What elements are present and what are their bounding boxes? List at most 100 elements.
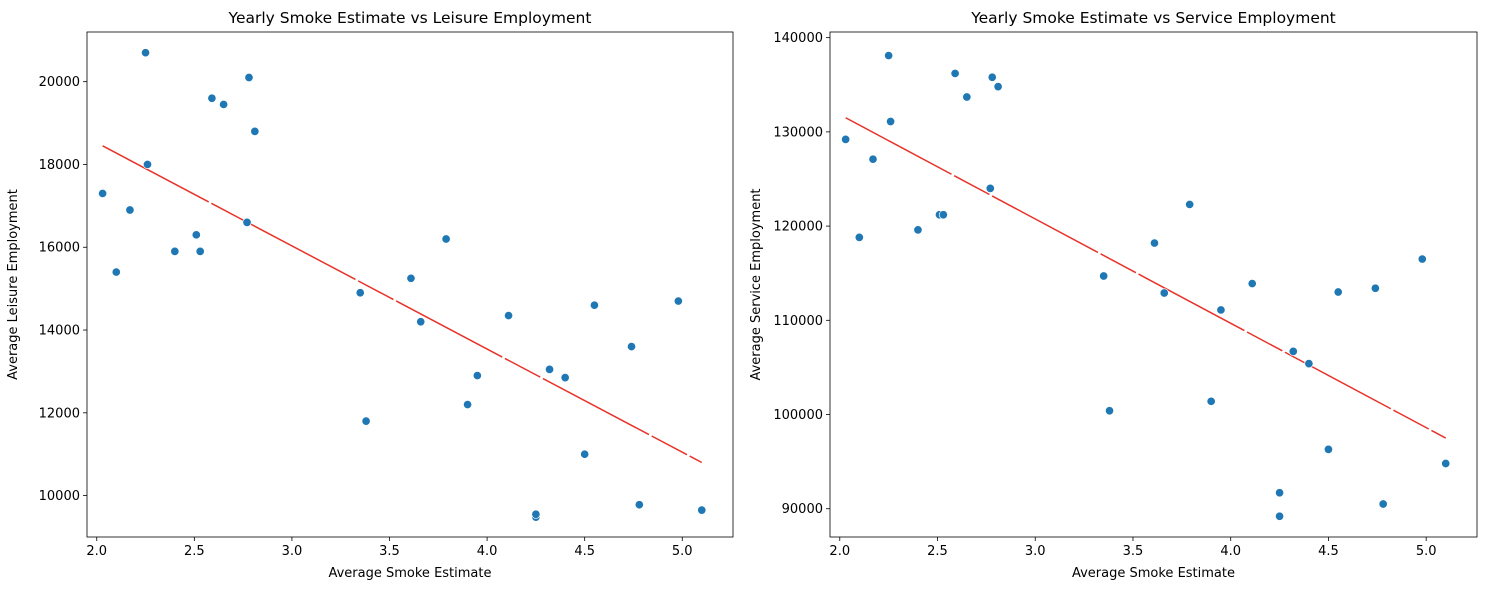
data-point (1104, 406, 1115, 416)
plot-frame (86, 31, 734, 538)
data-point (1333, 287, 1343, 297)
data-point (463, 399, 473, 410)
data-point (1323, 444, 1333, 454)
y-axis-label: Average Service Employment (749, 188, 764, 380)
x-axis-label: Average Smoke Estimate (328, 566, 491, 581)
data-point (1288, 346, 1298, 356)
data-point (544, 364, 555, 374)
data-point (673, 296, 683, 306)
data-point (207, 93, 217, 103)
y-tick-label: 110000 (773, 314, 823, 329)
y-tick-label: 20000 (39, 75, 80, 90)
data-point (697, 505, 707, 515)
data-point (886, 116, 896, 127)
data-point (1275, 511, 1285, 521)
data-point (1185, 199, 1195, 209)
leisure-chart-panel: 2.0 2.5 3.0 3.5 4.0 4.5 5.0 10000 12000 14000 1600… (6, 9, 734, 581)
x-tick-label: 4.0 (477, 544, 498, 559)
y-tick-label: 18000 (39, 158, 80, 173)
service-chart-panel: 2.0 2.5 3.0 3.5 4.0 4.5 5.0 90000 100000 110000 12… (749, 9, 1478, 581)
data-point (242, 217, 252, 227)
x-tick-label: 4.0 (1220, 544, 1241, 559)
y-tick-label: 16000 (39, 241, 80, 256)
data-point (993, 82, 1003, 92)
y-tick-label: 100000 (773, 408, 823, 423)
x-tick-label: 3.0 (282, 544, 303, 559)
data-point (98, 188, 108, 198)
x-tick-label: 4.5 (1318, 544, 1339, 559)
data-point (1275, 488, 1285, 498)
data-point (472, 371, 482, 381)
data-point (854, 232, 864, 242)
data-point (244, 72, 254, 83)
data-point (1206, 396, 1216, 406)
y-tick-label: 120000 (773, 220, 823, 235)
x-tick-label: 5.0 (1416, 544, 1437, 559)
x-tick-label: 3.5 (1123, 544, 1144, 559)
y-tick-label: 130000 (773, 125, 823, 140)
data-point (962, 92, 972, 102)
trend-line (102, 145, 703, 464)
data-point (1159, 288, 1169, 298)
data-point (195, 246, 205, 256)
data-point (125, 205, 135, 215)
data-point (1370, 283, 1380, 293)
x-axis-label: Average Smoke Estimate (1072, 566, 1235, 581)
x-tick-label: 3.0 (1025, 544, 1046, 559)
data-point (1304, 359, 1314, 369)
data-point (580, 449, 590, 459)
data-point (111, 267, 121, 277)
x-tick-label: 2.5 (927, 544, 948, 559)
data-point (913, 225, 923, 235)
data-point (1247, 279, 1257, 289)
data-point (361, 416, 371, 426)
data-point (841, 134, 851, 144)
x-tick-label: 4.5 (574, 544, 595, 559)
data-point (560, 373, 570, 383)
data-point (589, 300, 599, 310)
y-tick-label: 140000 (773, 31, 823, 46)
data-point (1149, 238, 1160, 248)
y-tick-label: 14000 (39, 324, 80, 339)
data-point (626, 342, 637, 352)
data-point (504, 310, 514, 321)
data-point (938, 210, 948, 220)
data-point (191, 230, 201, 240)
data-point (355, 288, 365, 298)
trend-line (845, 117, 1447, 439)
data-point (416, 317, 426, 327)
x-tick-label: 2.0 (86, 544, 107, 559)
data-point (142, 159, 153, 170)
y-tick-label: 10000 (39, 489, 80, 504)
x-tick-label: 5.0 (672, 544, 693, 559)
data-point (406, 273, 416, 283)
data-point (987, 72, 997, 82)
data-point (1417, 254, 1427, 264)
data-point (531, 509, 541, 519)
data-point (884, 51, 894, 61)
data-point (170, 246, 180, 256)
data-point (441, 234, 451, 244)
data-point (250, 126, 260, 136)
data-point (1099, 271, 1109, 281)
data-point (1378, 499, 1388, 509)
chart-title: Yearly Smoke Estimate vs Service Employm… (970, 9, 1336, 27)
y-tick-label: 12000 (39, 406, 80, 421)
y-axis-label: Average Leisure Employment (6, 189, 21, 380)
data-point (950, 68, 960, 79)
data-point (868, 154, 878, 164)
data-point (219, 99, 229, 109)
x-tick-label: 2.5 (184, 544, 205, 559)
chart-title: Yearly Smoke Estimate vs Leisure Employm… (228, 9, 592, 27)
data-point (634, 500, 644, 510)
data-point (985, 183, 995, 193)
plot-frame (829, 31, 1478, 538)
x-tick-label: 3.5 (379, 544, 400, 559)
data-point (1441, 458, 1451, 469)
data-point (140, 48, 151, 58)
data-point (1216, 305, 1226, 315)
y-tick-label: 90000 (782, 502, 823, 517)
x-tick-label: 2.0 (829, 544, 850, 559)
